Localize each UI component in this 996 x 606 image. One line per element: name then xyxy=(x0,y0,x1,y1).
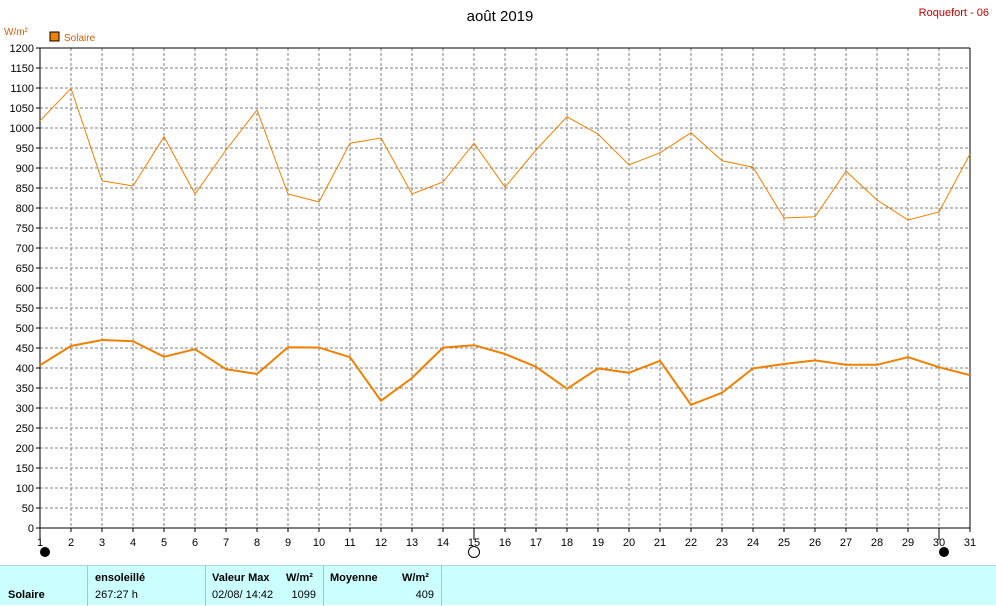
x-tick-label: 25 xyxy=(778,537,790,549)
legend-label: Solaire xyxy=(64,33,96,44)
y-tick-label: 950 xyxy=(16,143,34,155)
x-tick-label: 22 xyxy=(685,537,697,549)
y-tick-label: 1150 xyxy=(10,63,34,75)
summary-row-label: Solaire xyxy=(8,589,45,601)
x-tick-label: 15 xyxy=(468,537,480,549)
series-line-max xyxy=(39,87,971,221)
x-tick-label: 24 xyxy=(747,537,759,549)
y-tick-label: 0 xyxy=(28,523,34,535)
max-value: 1099 xyxy=(291,589,316,601)
avg-value: 409 xyxy=(415,589,434,601)
x-tick-label: 9 xyxy=(285,537,291,549)
x-tick-label: 20 xyxy=(623,537,635,549)
axes: 0 50 100 150 200 250 300 350 400 450 500 550 600 650 7… xyxy=(10,43,977,549)
x-tick-label: 6 xyxy=(192,537,198,549)
x-tick-label: 7 xyxy=(223,537,229,549)
sunshine-cell: ensoleillé 267:27 h xyxy=(88,566,206,606)
y-tick-label: 500 xyxy=(16,323,34,335)
y-tick-label: 650 xyxy=(16,263,34,275)
y-tick-label: 750 xyxy=(16,223,34,235)
x-tick-label: 1 xyxy=(37,537,43,549)
x-tick-label: 19 xyxy=(592,537,604,549)
x-tick-label: 10 xyxy=(313,537,325,549)
y-axis-unit: W/m² xyxy=(4,27,29,38)
y-tick-label: 1100 xyxy=(10,83,34,95)
y-tick-label: 250 xyxy=(16,423,34,435)
grid xyxy=(40,47,970,528)
sunshine-header: ensoleillé xyxy=(95,572,146,584)
series-line-moyenne xyxy=(39,338,971,407)
y-tick-label: 100 xyxy=(16,483,34,495)
y-tick-label: 50 xyxy=(22,503,34,515)
x-tick-label: 8 xyxy=(254,537,260,549)
avg-header: Moyenne xyxy=(330,572,378,584)
x-tick-label: 28 xyxy=(871,537,883,549)
x-tick-label: 11 xyxy=(344,537,355,549)
y-tick-label: 150 xyxy=(16,463,34,475)
x-tick-label: 31 xyxy=(964,537,976,549)
max-datetime: 02/08/ 14:42 xyxy=(212,589,274,601)
x-tick-label: 2 xyxy=(68,537,74,549)
x-tick-label: 12 xyxy=(375,537,387,549)
x-tick-label: 27 xyxy=(840,537,852,549)
y-tick-label: 900 xyxy=(16,163,34,175)
y-tick-label: 1050 xyxy=(10,103,34,115)
moon-phases xyxy=(39,528,949,558)
new-moon-icon xyxy=(40,547,50,557)
x-tick-label: 30 xyxy=(933,537,945,549)
y-tick-label: 550 xyxy=(16,303,34,315)
full-moon-icon xyxy=(468,546,480,558)
legend-swatch xyxy=(49,31,60,42)
max-header: Valeur Max xyxy=(212,572,270,584)
summary-footer: Solaire ensoleillé 267:27 h Valeur Max W… xyxy=(0,565,996,606)
series xyxy=(39,87,971,407)
station-name: Roquefort - 06 xyxy=(919,7,989,19)
sunshine-value: 267:27 h xyxy=(95,589,138,601)
x-tick-label: 26 xyxy=(809,537,821,549)
y-tick-label: 350 xyxy=(16,383,34,395)
y-tick-label: 700 xyxy=(16,243,34,255)
new-moon-icon xyxy=(939,547,949,557)
summary-label-cell: Solaire xyxy=(0,566,88,606)
x-tick-label: 5 xyxy=(161,537,167,549)
solar-chart: août 2019 Roquefort - 06 W/m² Solaire 0 5… xyxy=(4,7,989,558)
x-tick-label: 17 xyxy=(530,537,542,549)
x-tick-label: 13 xyxy=(406,537,418,549)
x-tick-label: 3 xyxy=(99,537,105,549)
y-tick-label: 600 xyxy=(16,283,34,295)
x-tick-label: 29 xyxy=(902,537,914,549)
y-tick-label: 450 xyxy=(16,343,34,355)
max-cell: Valeur Max W/m² 02/08/ 14:42 1099 xyxy=(206,566,324,606)
x-tick-label: 4 xyxy=(130,537,136,549)
y-tick-label: 1000 xyxy=(10,123,34,135)
y-tick-label: 850 xyxy=(16,183,34,195)
y-tick-label: 1200 xyxy=(10,43,34,55)
avg-unit: W/m² xyxy=(402,572,429,584)
y-tick-label: 800 xyxy=(16,203,34,215)
y-tick-label: 200 xyxy=(16,443,34,455)
y-tick-label: 300 xyxy=(16,403,34,415)
x-tick-label: 16 xyxy=(499,537,511,549)
x-tick-label: 14 xyxy=(437,537,449,549)
x-tick-label: 23 xyxy=(716,537,728,549)
avg-cell: Moyenne W/m² 409 xyxy=(324,566,442,606)
max-unit: W/m² xyxy=(286,572,313,584)
x-tick-label: 21 xyxy=(654,537,666,549)
y-tick-label: 400 xyxy=(16,363,34,375)
x-tick-label: 18 xyxy=(561,537,573,549)
chart-title: août 2019 xyxy=(467,8,534,25)
